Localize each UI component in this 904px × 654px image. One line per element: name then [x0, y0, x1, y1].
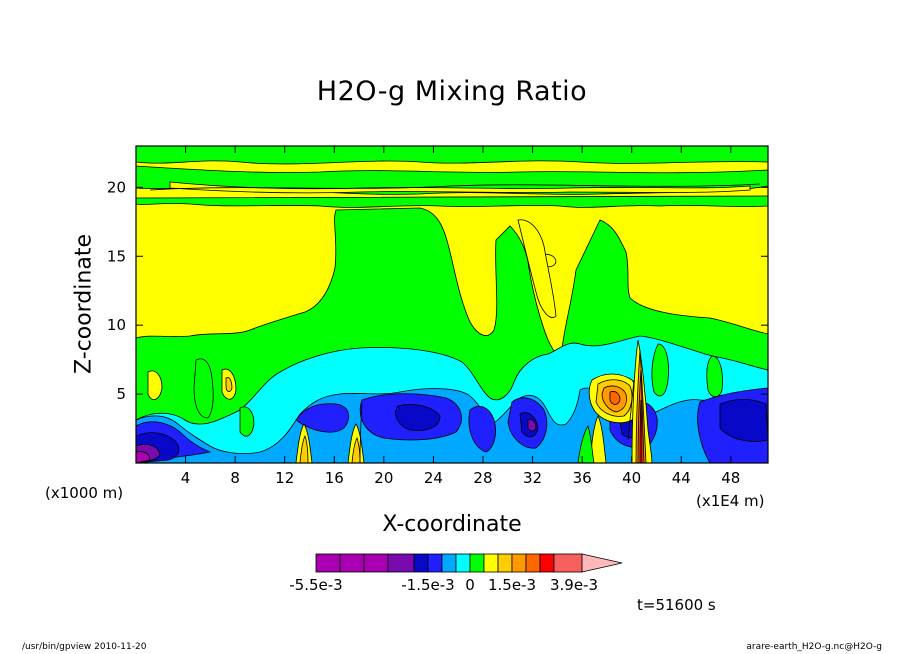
y-axis-label: Z-coordinate	[71, 234, 97, 374]
colorbar-swatch	[455, 553, 471, 573]
colorbar-swatch	[511, 553, 527, 573]
contour-field	[136, 146, 768, 463]
colorbar-swatch	[539, 553, 555, 573]
x-axis-scale: (x1E4 m)	[696, 492, 765, 510]
x-tick-label: 8	[230, 469, 240, 487]
contour-line-updraft	[627, 379, 635, 441]
colorbar-label: 3.9e-3	[550, 576, 598, 594]
x-tick-label: 24	[424, 469, 443, 487]
contour-band-blue-c	[468, 406, 496, 453]
contour-band-yellow-plume-c	[589, 415, 607, 463]
colorbar-label: 0	[465, 576, 475, 594]
contour-band-green-top	[136, 146, 768, 165]
x-tick-label: 36	[573, 469, 592, 487]
contour-band-violet-b	[527, 419, 537, 432]
x-tick-label: 44	[672, 469, 691, 487]
timestamp: t=51600 s	[637, 596, 716, 614]
contour-band-green-plume-a	[577, 425, 595, 463]
x-tick-label: 20	[374, 469, 393, 487]
x-tick-label: 4	[181, 469, 191, 487]
y-tick-label: 15	[107, 247, 126, 265]
colorbar-swatch	[441, 553, 457, 573]
x-tick-label: 48	[721, 469, 740, 487]
contour-band-dark-orange-core	[609, 391, 621, 405]
colorbar-swatch	[413, 553, 429, 573]
colorbar: -5.5e-3 -1.5e-3 0 1.5e-3 3.9e-3	[289, 553, 623, 594]
contour-band-dark-blue-d	[719, 399, 768, 442]
colorbar-swatch	[469, 553, 485, 573]
contour-band-dark-blue-b	[395, 404, 441, 431]
y-tick-label: 5	[116, 385, 126, 403]
colorbar-swatch	[525, 553, 541, 573]
contour-line-plume	[359, 403, 363, 463]
footer-left: /usr/bin/gpview 2010-11-20	[22, 642, 147, 652]
colorbar-swatch	[315, 553, 341, 573]
y-tick-label: 20	[107, 178, 126, 196]
contour-band-green-belt	[136, 195, 768, 208]
colorbar-label: 1.5e-3	[488, 576, 536, 594]
contour-band-yellow-blob-c	[147, 370, 163, 401]
x-tick-label: 12	[275, 469, 294, 487]
contour-band-orange-blob-a	[225, 377, 233, 392]
y-tick-label: 10	[107, 316, 126, 334]
colorbar-arrow	[581, 553, 623, 573]
x-axis: 4 8 12 16 20 24 28 32 36 40 44 48	[181, 146, 740, 487]
colorbar-swatch	[427, 553, 443, 573]
colorbar-swatch	[553, 553, 583, 573]
contour-band-green-finger-b	[651, 343, 669, 397]
x-axis-label: X-coordinate	[382, 512, 522, 537]
contour-band-magenta-a	[136, 451, 151, 463]
contour-band-green-finger-d	[239, 406, 255, 437]
colorbar-label: -1.5e-3	[401, 576, 454, 594]
x-tick-label: 16	[325, 469, 344, 487]
colorbar-swatch	[483, 553, 499, 573]
footer-right: arare-earth_H2O-g.nc@H2O-g	[746, 642, 882, 652]
contour-band-blue-a	[295, 403, 350, 433]
y-axis: 5 10 15 20	[107, 178, 768, 403]
colorbar-swatch	[497, 553, 513, 573]
x-tick-label: 40	[622, 469, 641, 487]
plot-frame	[135, 145, 769, 464]
contour-band-yellow-blob-b	[517, 219, 557, 318]
chart-title: H2O-g Mixing Ratio	[316, 76, 588, 107]
colorbar-swatch	[363, 553, 389, 573]
contour-band-updraft-red	[639, 399, 643, 463]
colorbar-swatch	[339, 553, 365, 573]
colorbar-swatch	[387, 553, 415, 573]
x-axis-unit: (x1000 m)	[45, 484, 124, 502]
contour-band-green-finger-a	[193, 358, 214, 419]
colorbar-label: -5.5e-3	[289, 576, 342, 594]
x-tick-label: 28	[473, 469, 492, 487]
contour-band-orange-plume-a	[299, 434, 309, 463]
x-tick-label: 32	[523, 469, 542, 487]
contour-line-upper	[149, 183, 761, 191]
